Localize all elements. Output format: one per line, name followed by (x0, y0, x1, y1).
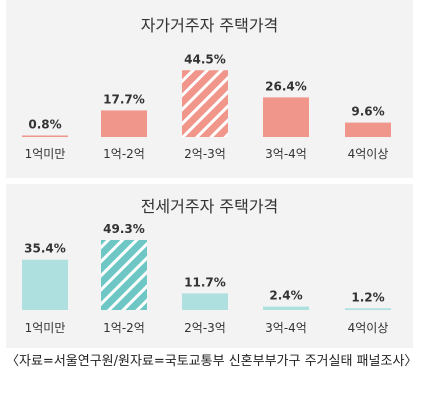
bar-1-2 (101, 110, 147, 137)
category-label-2-3: 2억-3억 (184, 321, 226, 335)
category-label-1-2: 1억-2억 (103, 147, 145, 161)
value-label-2-2: 49.3% (103, 222, 145, 236)
value-label-2-3: 11.7% (184, 275, 226, 289)
bar-2-4 (263, 306, 309, 310)
category-label-2-2: 1억-2억 (103, 321, 145, 335)
bar-2-3 (182, 293, 228, 310)
category-label-2-4: 3억-4억 (265, 321, 307, 335)
value-label-2-5: 1.2% (351, 290, 384, 304)
owner-housing-price-panel: 0.8% 1억미만 17.7% 1억-2억 44.5% 2억-3억 26.4% 3억-4억 9.… (6, 0, 413, 178)
bar-2-2 (101, 239, 147, 310)
value-label-1-3: 44.5% (184, 52, 226, 66)
category-label-1-3: 2억-3억 (184, 147, 226, 161)
value-label-1-5: 9.6% (351, 105, 384, 119)
category-label-2-1: 1억미만 (25, 321, 66, 335)
jeonse-housing-price-panel: 35.4% 1억미만 49.3% 1억-2억 11.7% 2억-3억 2.4% 3억-4억 1.… (6, 184, 413, 348)
value-label-2-4: 2.4% (269, 289, 302, 303)
bar-1-1 (22, 135, 68, 137)
bar-2-5 (345, 308, 391, 310)
chart-title-owner: 자가거주자 주택가격 (140, 16, 279, 35)
bar-2-1 (22, 259, 68, 310)
owner-housing-price-chart: 0.8% 1억미만 17.7% 1억-2억 44.5% 2억-3억 26.4% 3억-4억 9.… (22, 52, 391, 161)
jeonse-housing-price-chart: 35.4% 1억미만 49.3% 1억-2억 11.7% 2억-3억 2.4% 3억-4억 1.… (22, 222, 391, 335)
value-label-1-4: 26.4% (265, 79, 307, 93)
chart-title-jeonse: 전세거주자 주택가격 (140, 197, 279, 216)
source-note: 〈자료=서울연구원/원자료=국토교통부 신혼부부가구 주거실태 패널조사〉 (6, 354, 418, 369)
value-label-1-2: 17.7% (103, 92, 145, 106)
category-label-1-4: 3억-4억 (265, 147, 307, 161)
category-label-2-5: 4억이상 (348, 321, 389, 335)
bar-1-3 (182, 70, 228, 137)
bar-1-5 (345, 122, 391, 137)
value-label-2-1: 35.4% (24, 242, 66, 256)
value-label-1-1: 0.8% (28, 118, 61, 132)
category-label-1-1: 1억미만 (25, 147, 66, 161)
category-label-1-5: 4억이상 (348, 147, 389, 161)
bar-1-4 (263, 97, 309, 137)
